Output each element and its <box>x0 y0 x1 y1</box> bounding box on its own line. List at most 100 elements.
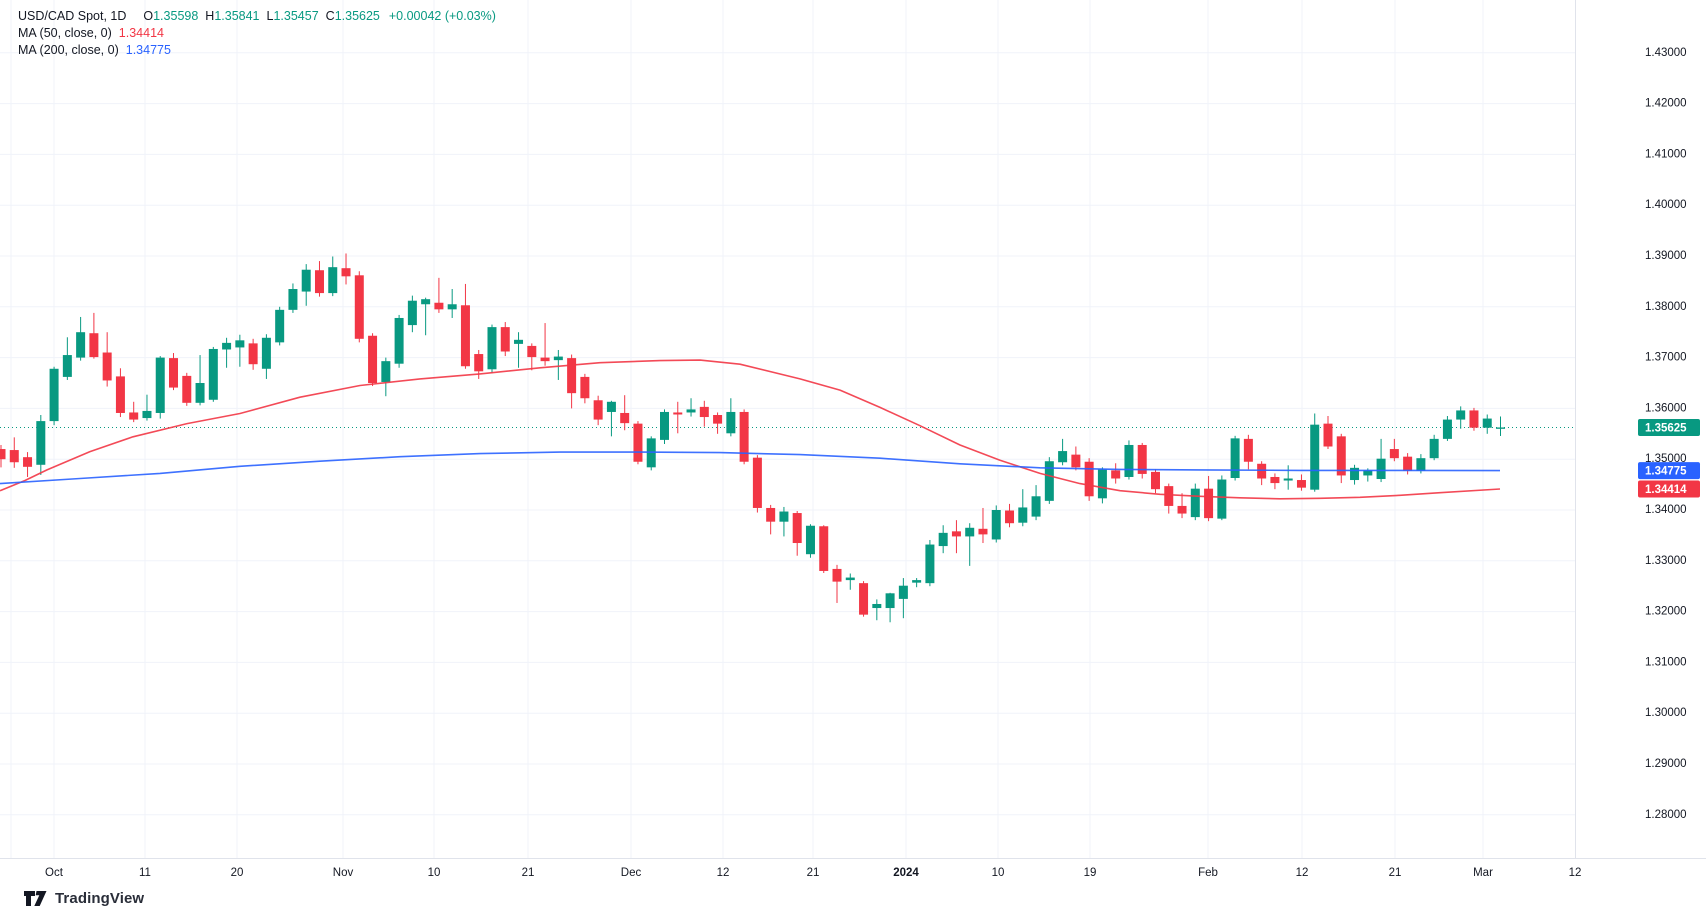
candle[interactable] <box>1403 453 1413 475</box>
candle[interactable] <box>394 314 404 368</box>
candle[interactable] <box>567 354 577 409</box>
candle[interactable] <box>1230 435 1240 481</box>
candle[interactable] <box>912 578 922 588</box>
candle[interactable] <box>1137 442 1147 479</box>
candle[interactable] <box>1031 485 1041 521</box>
candle[interactable] <box>540 323 550 366</box>
tradingview-brand-text[interactable]: TradingView <box>55 890 145 907</box>
candle[interactable] <box>1097 467 1107 504</box>
candle[interactable] <box>182 372 192 406</box>
candle[interactable] <box>460 283 470 369</box>
candle[interactable] <box>487 324 497 373</box>
candle[interactable] <box>1257 461 1267 486</box>
candle[interactable] <box>1190 483 1200 521</box>
candle[interactable] <box>36 415 46 475</box>
candle[interactable] <box>1058 438 1068 466</box>
candle[interactable] <box>76 316 86 361</box>
candle[interactable] <box>686 398 696 417</box>
candle[interactable] <box>0 444 6 468</box>
candle[interactable] <box>673 401 683 434</box>
candle[interactable] <box>1270 473 1280 490</box>
candle[interactable] <box>447 289 457 318</box>
candle[interactable] <box>368 333 378 387</box>
candle[interactable] <box>421 297 431 336</box>
candle[interactable] <box>965 523 975 566</box>
legend-ma50-row[interactable]: MA (50, close, 0) 1.34414 <box>18 25 496 42</box>
candle[interactable] <box>381 357 391 397</box>
candle[interactable] <box>1018 489 1028 527</box>
candle[interactable] <box>1084 458 1094 501</box>
candle[interactable] <box>514 332 524 368</box>
candle[interactable] <box>314 261 324 297</box>
candle[interactable] <box>739 409 749 465</box>
candle[interactable] <box>1336 433 1346 484</box>
candle[interactable] <box>288 283 298 313</box>
candle[interactable] <box>951 520 961 554</box>
candle[interactable] <box>752 455 762 513</box>
candle[interactable] <box>341 253 351 285</box>
candle[interactable] <box>527 343 537 371</box>
candle[interactable] <box>1243 434 1253 470</box>
candle[interactable] <box>872 599 882 621</box>
candle[interactable] <box>62 337 72 380</box>
candle[interactable] <box>1456 406 1466 429</box>
candle[interactable] <box>606 400 616 437</box>
candle[interactable] <box>1376 438 1386 483</box>
candle[interactable] <box>1482 414 1492 434</box>
candle[interactable] <box>261 334 271 379</box>
candle[interactable] <box>1442 416 1452 441</box>
candle[interactable] <box>1005 503 1015 528</box>
candle[interactable] <box>1150 469 1160 494</box>
time-scale[interactable]: Oct 11 20 Nov 10 21 Dec 12 21 2024 10 19 Feb 12 21 Mar 1… <box>45 867 1581 879</box>
legend-ma200-row[interactable]: MA (200, close, 0) 1.34775 <box>18 42 496 59</box>
candle[interactable] <box>1204 475 1214 522</box>
candle[interactable] <box>434 277 444 313</box>
candle[interactable] <box>660 409 669 444</box>
candle[interactable] <box>195 355 205 406</box>
candle[interactable] <box>699 400 709 427</box>
candle[interactable] <box>1496 416 1506 436</box>
candle[interactable] <box>1296 474 1306 491</box>
candle[interactable] <box>1469 407 1479 431</box>
tradingview-logo-icon[interactable] <box>24 890 48 907</box>
candle[interactable] <box>155 356 165 419</box>
candle[interactable] <box>792 511 802 556</box>
candle[interactable] <box>23 452 33 477</box>
candle[interactable] <box>169 353 179 391</box>
candle[interactable] <box>354 271 364 343</box>
candle[interactable] <box>222 337 232 368</box>
candle[interactable] <box>898 578 908 619</box>
candle[interactable] <box>859 581 869 617</box>
candle[interactable] <box>819 525 829 573</box>
candle[interactable] <box>235 334 245 367</box>
candles-layer[interactable] <box>0 253 1506 623</box>
price-scale[interactable]: 1.43000 1.42000 1.41000 1.40000 1.39000 1.380… <box>1638 47 1700 821</box>
candle[interactable] <box>500 322 510 357</box>
candle[interactable] <box>580 373 590 404</box>
candle[interactable] <box>1164 483 1174 514</box>
candle[interactable] <box>1124 440 1134 480</box>
candle[interactable] <box>713 412 723 434</box>
candle[interactable] <box>89 312 99 359</box>
candle[interactable] <box>845 573 855 590</box>
candle[interactable] <box>102 332 112 387</box>
candle[interactable] <box>1044 457 1054 504</box>
candle[interactable] <box>49 366 59 426</box>
candle[interactable] <box>1350 464 1360 485</box>
candle[interactable] <box>1310 413 1320 492</box>
candle[interactable] <box>938 525 948 554</box>
candle[interactable] <box>1111 463 1121 484</box>
candle[interactable] <box>142 394 152 421</box>
candle[interactable] <box>129 401 139 423</box>
candle[interactable] <box>1389 438 1399 462</box>
candle[interactable] <box>9 437 19 468</box>
legend-symbol-row[interactable]: USD/CAD Spot, 1D O1.35598 H1.35841 L1.35457… <box>18 8 496 25</box>
candle[interactable] <box>407 295 417 333</box>
candle[interactable] <box>1177 493 1187 519</box>
candle[interactable] <box>633 421 643 465</box>
candle[interactable] <box>301 264 311 306</box>
candle[interactable] <box>978 507 988 544</box>
candle[interactable] <box>208 346 218 402</box>
candle[interactable] <box>1283 465 1293 490</box>
